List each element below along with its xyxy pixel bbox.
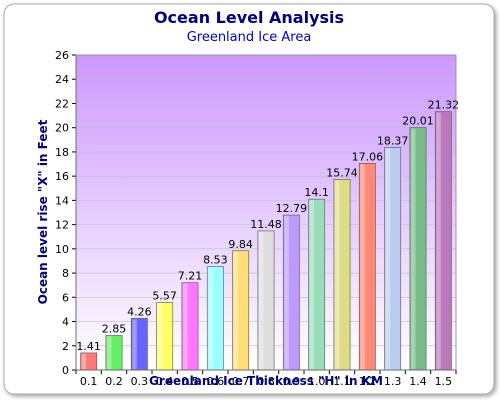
x-tick-label: 1.5 bbox=[435, 375, 453, 388]
data-label: 15.74 bbox=[326, 166, 358, 179]
y-tick-label: 26 bbox=[55, 49, 69, 62]
y-tick-label: 2 bbox=[62, 340, 69, 353]
x-tick-label: 1.0 bbox=[308, 375, 326, 388]
plot-border bbox=[75, 54, 457, 371]
data-label: 2.85 bbox=[102, 322, 127, 335]
bar-highlight bbox=[258, 231, 264, 369]
bar-highlight bbox=[284, 216, 289, 369]
x-tick-label: 0.9 bbox=[283, 375, 301, 388]
data-label: 12.79 bbox=[276, 202, 308, 215]
data-label: 8.53 bbox=[203, 254, 228, 267]
x-tick-label: 1.2 bbox=[359, 375, 377, 388]
x-tick-label: 0.6 bbox=[207, 375, 225, 388]
bar-highlight bbox=[360, 164, 365, 369]
data-label: 18.37 bbox=[377, 134, 409, 147]
x-tick-label: 1.3 bbox=[384, 375, 402, 388]
bar-highlight bbox=[385, 148, 391, 369]
data-label: 1.41 bbox=[76, 340, 101, 353]
bar-highlight bbox=[334, 180, 340, 369]
x-tick-label: 0.5 bbox=[181, 375, 199, 388]
x-axis-ticks: 0.1 0.2 0.3 0.4 0.5 0.6 0.7 0.8 0.9 1.0 1.1 1.2 1.3 1… bbox=[75, 370, 457, 388]
bar-highlight bbox=[106, 336, 112, 369]
x-tick-label: 0.3 bbox=[131, 375, 149, 388]
x-tick-label: 1.4 bbox=[409, 375, 427, 388]
data-label: 14.1 bbox=[304, 186, 329, 199]
chart-title: Ocean Level Analysis bbox=[154, 8, 344, 27]
y-tick-label: 12 bbox=[55, 219, 69, 232]
bar-highlight bbox=[132, 319, 137, 369]
data-label: 20.01 bbox=[402, 115, 434, 128]
bar-highlight bbox=[436, 112, 441, 369]
data-label: 21.32 bbox=[428, 99, 460, 112]
y-tick-label: 22 bbox=[55, 97, 69, 110]
x-tick-label: 0.8 bbox=[257, 375, 275, 388]
y-tick-label: 20 bbox=[55, 122, 69, 135]
y-tick-label: 0 bbox=[62, 364, 69, 377]
data-label: 17.06 bbox=[352, 150, 384, 163]
bar-highlight bbox=[81, 353, 87, 369]
y-tick-label: 14 bbox=[55, 194, 69, 207]
y-axis-label: Ocean level rise "X" in Feet bbox=[36, 119, 50, 304]
bar-highlight bbox=[157, 303, 163, 369]
data-label: 4.26 bbox=[127, 305, 152, 318]
y-tick-label: 8 bbox=[62, 267, 69, 280]
y-tick-label: 18 bbox=[55, 146, 69, 159]
data-label: 7.21 bbox=[178, 270, 203, 283]
x-axis-label: Greenland Ice Thickness "H" in KM bbox=[149, 374, 383, 388]
y-tick-label: 4 bbox=[62, 316, 69, 329]
y-tick-label: 16 bbox=[55, 170, 69, 183]
y-tick-label: 6 bbox=[62, 291, 69, 304]
data-labels: 1.412.854.265.577.218.539.84 11.48 12.79 14… bbox=[76, 99, 459, 353]
bars bbox=[80, 111, 452, 371]
data-label: 11.48 bbox=[250, 218, 282, 231]
bar-highlight bbox=[182, 283, 188, 369]
bar-highlight bbox=[309, 200, 315, 369]
x-tick-label: 0.4 bbox=[156, 375, 174, 388]
chart-subtitle: Greenland Ice Area bbox=[187, 30, 312, 45]
y-tick-label: 24 bbox=[55, 73, 69, 86]
data-label: 9.84 bbox=[228, 238, 253, 251]
bar-highlight bbox=[233, 251, 239, 369]
x-tick-label: 0.2 bbox=[105, 375, 123, 388]
x-tick-label: 0.1 bbox=[80, 375, 98, 388]
data-label: 5.57 bbox=[152, 290, 177, 303]
x-tick-label: 0.7 bbox=[232, 375, 250, 388]
y-tick-label: 10 bbox=[55, 243, 69, 256]
x-tick-label: 1.1 bbox=[333, 375, 351, 388]
bar-highlight bbox=[208, 267, 213, 369]
bar-highlight bbox=[410, 128, 416, 369]
